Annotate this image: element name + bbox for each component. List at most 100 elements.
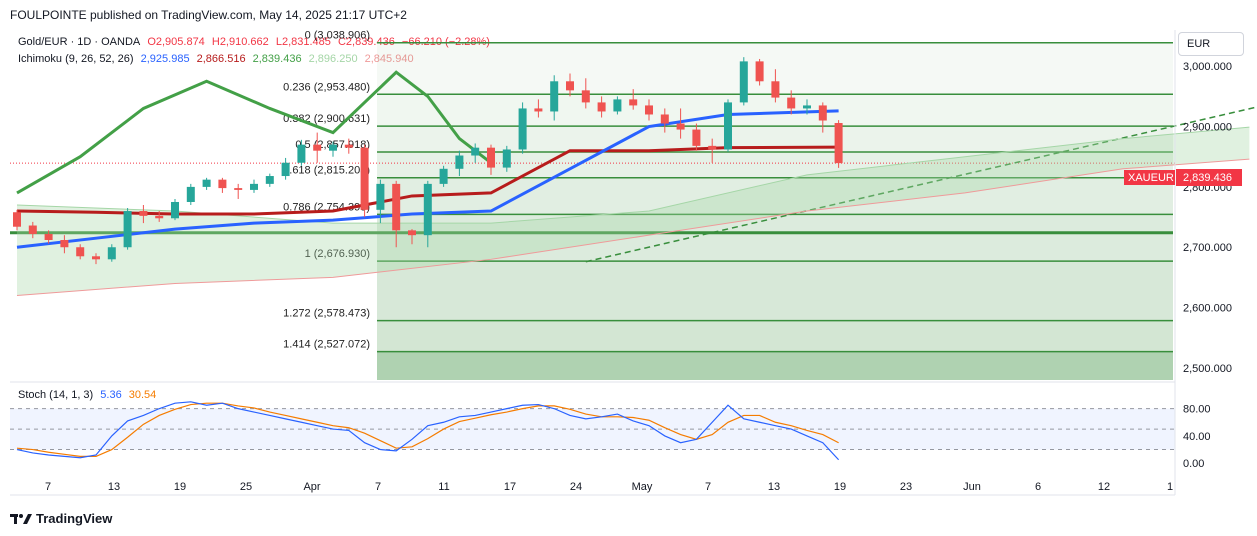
lagging-span <box>16 70 492 195</box>
ichimoku-label[interactable]: Ichimoku (9, 26, 52, 26) <box>18 53 134 65</box>
time-tick-label: 6 <box>1035 481 1041 493</box>
tenkan-sen <box>16 109 839 249</box>
price-tag-box <box>1176 169 1242 186</box>
time-tick-label: 19 <box>174 481 186 493</box>
fib-level-label: 0 (3,038.906) <box>305 30 370 42</box>
candle-body <box>566 81 574 91</box>
close-value: C2,839.436 <box>337 36 395 48</box>
currency-button[interactable]: EUR <box>1178 32 1244 56</box>
time-tick-label: 19 <box>834 481 846 493</box>
candle-body <box>423 183 432 236</box>
candle-body <box>76 247 85 257</box>
time-tick-label: 7 <box>705 481 711 493</box>
candle-body <box>218 179 227 189</box>
footer-brand: TradingView <box>36 511 113 526</box>
fib-level-label: 1 (2,676.930) <box>305 248 370 260</box>
high-value: H2,910.662 <box>211 36 269 48</box>
candle-body <box>739 61 748 103</box>
stoch-d: 30.54 <box>128 389 157 401</box>
price-tick-label: 2,900.000 <box>1183 122 1232 134</box>
candle-body <box>92 256 100 260</box>
candle-body <box>487 147 495 168</box>
candle-body <box>455 155 464 169</box>
candle-body <box>518 108 527 150</box>
price-tag-symbol-box <box>1124 170 1175 185</box>
axes: 3,000.0002,900.0002,800.0002,700.0002,60… <box>10 30 1232 496</box>
candle-body <box>787 97 796 109</box>
price-tag: XAUEUR 2,839.436 <box>1124 169 1242 186</box>
candle-body <box>202 179 211 187</box>
fib-level-label: 1.414 (2,527.072) <box>283 339 370 351</box>
cloud-area <box>17 127 1250 296</box>
candle-body <box>281 162 290 177</box>
candle-body <box>502 149 511 168</box>
fibonacci-retracement: 0 (3,038.906)0.236 (2,953.480)0.382 (2,9… <box>10 30 1257 380</box>
candle-body <box>818 105 827 121</box>
candle-body <box>123 211 132 248</box>
time-tick-label: 17 <box>504 481 516 493</box>
candle-body <box>234 188 243 190</box>
candle-body <box>755 61 764 82</box>
ichimoku-v2: 2,866.516 <box>196 53 246 65</box>
time-tick-label: Jun <box>963 481 981 493</box>
candle-body <box>329 144 337 151</box>
candle-body <box>613 99 622 112</box>
candle-body <box>803 105 811 109</box>
tradingview-logo[interactable]: TradingView <box>10 511 112 526</box>
price-tick-label: 3,000.000 <box>1183 61 1232 73</box>
time-tick-label: 24 <box>570 481 582 493</box>
publish-header: FOULPOINTE published on TradingView.com,… <box>10 8 407 22</box>
candle-body <box>344 144 353 148</box>
price-tag-symbol: XAUEUR <box>1128 172 1174 184</box>
stoch-tick-label: 80.00 <box>1183 404 1211 416</box>
candle-body <box>771 81 780 98</box>
candle-body <box>155 215 164 219</box>
stochastic-pane: 80.00 40.00 0.00 <box>10 401 1211 470</box>
fib-level-label: 0.786 (2,754.393) <box>283 201 370 213</box>
ichimoku-v1: 2,925.985 <box>140 53 190 65</box>
ichimoku-v4: 2,896.250 <box>308 53 358 65</box>
candle-body <box>313 144 322 151</box>
candle-body <box>139 211 148 216</box>
indicator-lines <box>16 70 839 249</box>
price-tick-label: 2,600.000 <box>1183 303 1232 315</box>
candle-body <box>597 102 606 112</box>
candle-body <box>408 230 416 236</box>
time-tick-label: 12 <box>1098 481 1110 493</box>
time-tick-label: May <box>632 481 653 493</box>
time-tick-label: 25 <box>240 481 252 493</box>
candle-body <box>550 81 559 112</box>
time-tick-label: 7 <box>375 481 381 493</box>
fib-zone <box>377 261 1173 321</box>
candle-body <box>28 225 37 234</box>
senkou-span-b <box>16 158 1250 297</box>
price-tick-label: 2,500.000 <box>1183 363 1232 375</box>
stoch-tick-label: 40.00 <box>1183 431 1211 443</box>
candle-body <box>376 183 385 210</box>
symbol-label[interactable]: Gold/EUR · 1D · OANDA <box>18 36 141 48</box>
fib-level-label: 0.236 (2,953.480) <box>283 81 370 93</box>
candle-body <box>834 123 843 164</box>
fib-zone <box>377 214 1173 262</box>
time-tick-label: 11 <box>438 481 449 493</box>
candles <box>13 57 843 265</box>
candle-body <box>724 102 732 150</box>
ichimoku-legend: Ichimoku (9, 26, 52, 26) 2,925.985 2,866… <box>18 53 418 65</box>
candle-body <box>186 186 195 202</box>
candle-body <box>171 201 179 219</box>
stoch-label[interactable]: Stoch (14, 1, 3) <box>18 389 94 401</box>
candle-body <box>708 145 717 150</box>
candle-body <box>392 183 401 231</box>
kijun-sen <box>16 145 839 216</box>
stoch-k: 5.36 <box>100 389 122 401</box>
low-value: L2,831.485 <box>275 36 331 48</box>
candle-body <box>250 183 258 190</box>
tradingview-logo-icon <box>10 513 32 524</box>
candle-body <box>676 123 685 130</box>
time-tick-label: 13 <box>108 481 120 493</box>
ichimoku-v5: 2,845.940 <box>364 53 414 65</box>
candle-body <box>297 144 306 163</box>
candle-body <box>660 114 669 124</box>
candle-body <box>13 212 21 227</box>
